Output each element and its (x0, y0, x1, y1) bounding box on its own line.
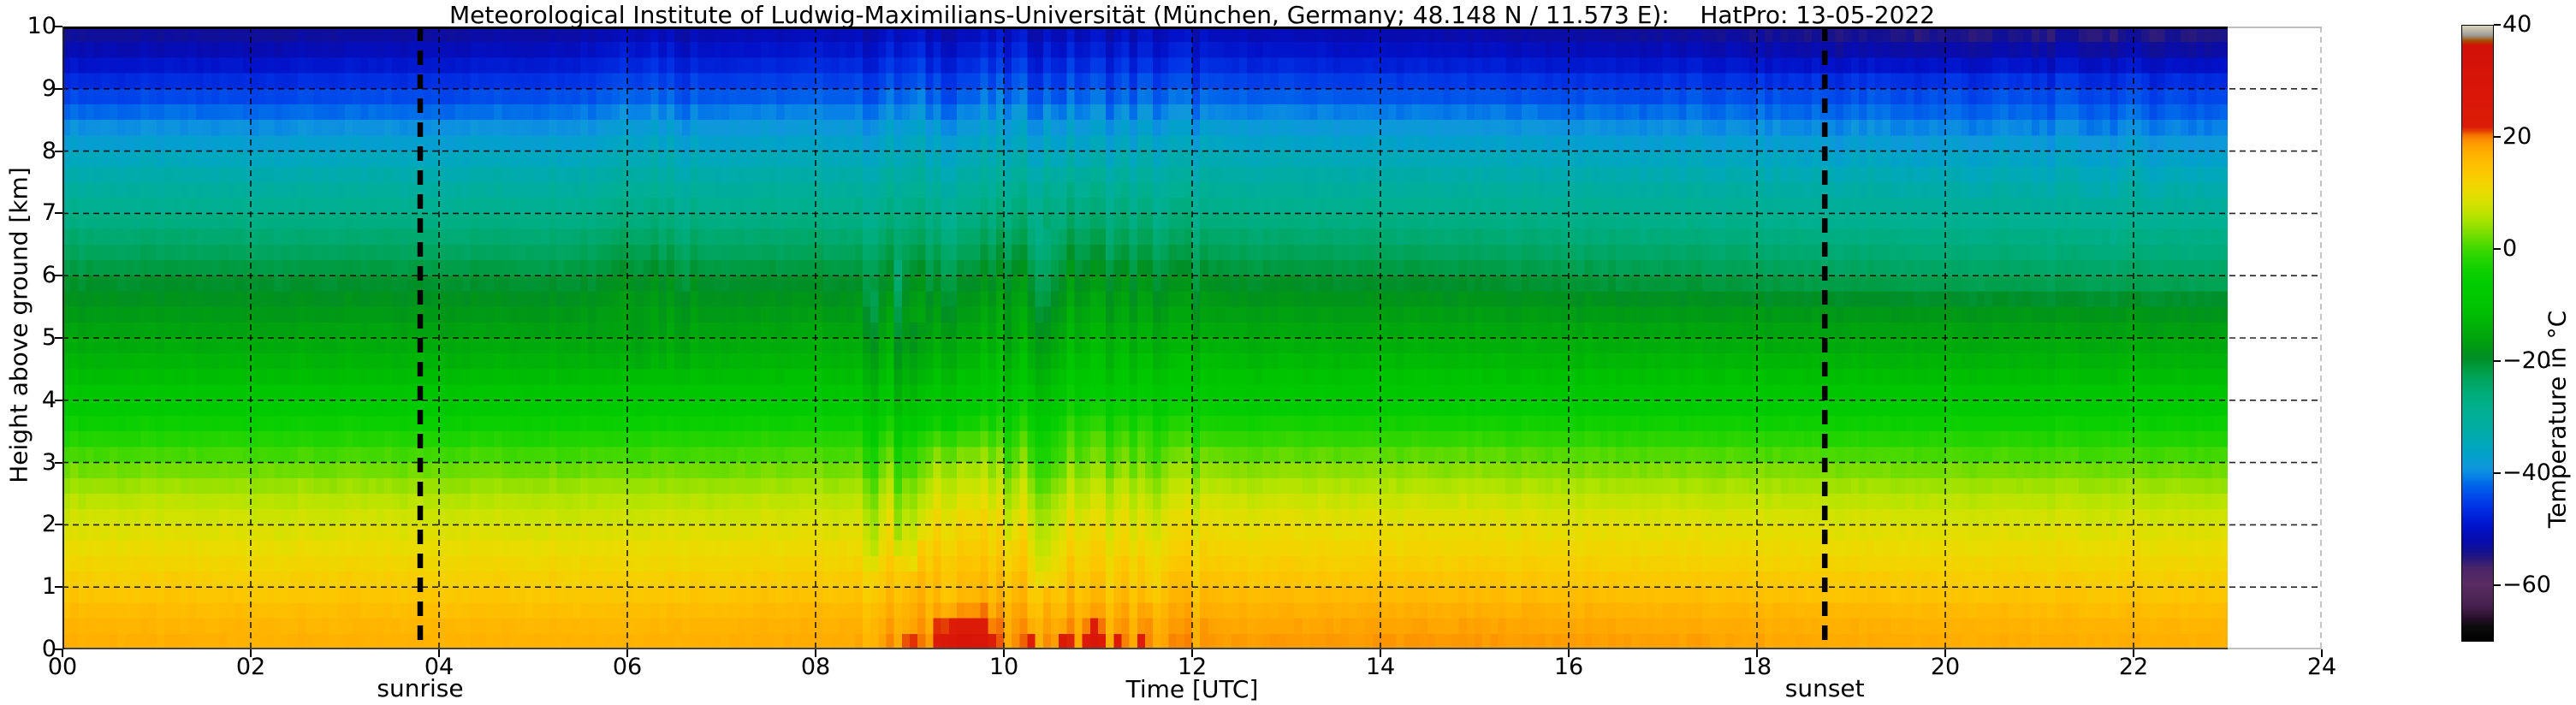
sunrise-label: sunrise (377, 674, 464, 702)
colorbar-tick-label: −60 (2502, 572, 2551, 599)
colorbar-tick-mark (2494, 360, 2501, 363)
y-tick-label: 2 (41, 511, 56, 538)
x-tick-label: 16 (1553, 654, 1584, 680)
x-tick-label: 06 (612, 654, 643, 680)
x-tick-label: 24 (2306, 654, 2337, 680)
colorbar (2461, 25, 2494, 642)
x-tick-label: 10 (988, 654, 1019, 680)
colorbar-label: Temperature in °C (2543, 310, 2572, 529)
y-tick-label: 8 (41, 137, 56, 164)
y-tick-mark (55, 150, 62, 152)
colorbar-tick-mark (2494, 584, 2501, 587)
x-tick-mark (626, 649, 628, 657)
x-tick-label: 04 (424, 654, 454, 680)
colorbar-tick-mark (2494, 248, 2501, 251)
y-tick-label: 10 (27, 13, 56, 39)
grid-overlay (62, 27, 2322, 649)
y-tick-label: 1 (41, 573, 56, 601)
colorbar-tick-mark (2494, 472, 2501, 475)
y-tick-mark (55, 649, 62, 650)
x-tick-label: 02 (235, 654, 266, 680)
y-tick-mark (55, 586, 62, 589)
x-tick-label: 18 (1742, 654, 1772, 680)
x-tick-label: 00 (47, 654, 78, 680)
y-tick-label: 3 (41, 448, 56, 476)
x-tick-label: 14 (1365, 654, 1396, 680)
x-axis-label: Time [UTC] (1125, 675, 1259, 703)
y-tick-mark (55, 87, 62, 90)
x-tick-mark (2133, 649, 2134, 657)
y-tick-mark (55, 461, 62, 464)
y-tick-label: 9 (41, 74, 56, 102)
x-tick-mark (62, 649, 63, 657)
colorbar-tick-label: 40 (2502, 11, 2532, 38)
colorbar-tick-label: 0 (2502, 235, 2518, 263)
x-tick-label: 22 (2118, 654, 2149, 680)
x-tick-mark (815, 649, 816, 657)
y-tick-mark (55, 275, 62, 277)
x-tick-mark (438, 649, 440, 657)
x-tick-mark (1003, 649, 1005, 657)
y-tick-mark (55, 337, 62, 339)
y-tick-label: 0 (41, 636, 56, 662)
y-tick-mark (55, 524, 62, 526)
colorbar-tick-mark (2494, 24, 2501, 26)
y-tick-mark (55, 212, 62, 215)
plot-area (62, 27, 2322, 649)
colorbar-tick-label: −20 (2502, 347, 2551, 375)
y-tick-label: 7 (41, 199, 56, 227)
x-tick-mark (1756, 649, 1758, 657)
x-tick-mark (1191, 649, 1193, 657)
y-tick-mark (55, 399, 62, 401)
x-tick-mark (1568, 649, 1570, 657)
x-tick-mark (1944, 649, 1946, 657)
x-tick-mark (250, 649, 252, 657)
y-tick-mark (55, 26, 62, 27)
colorbar-tick-mark (2494, 136, 2501, 139)
colorbar-tick-label: −40 (2502, 459, 2551, 487)
colorbar-tick-label: 20 (2502, 123, 2532, 151)
x-tick-mark (1380, 649, 1381, 657)
x-tick-label: 12 (1177, 654, 1208, 680)
y-tick-label: 5 (41, 324, 56, 351)
x-tick-label: 20 (1930, 654, 1961, 680)
y-tick-label: 4 (41, 386, 56, 413)
plot-title: Meteorological Institute of Ludwig-Maxim… (448, 1, 1936, 29)
y-tick-label: 6 (41, 262, 56, 289)
sunset-label: sunset (1784, 674, 1865, 702)
x-tick-mark (2321, 649, 2323, 657)
x-tick-label: 08 (800, 654, 831, 680)
